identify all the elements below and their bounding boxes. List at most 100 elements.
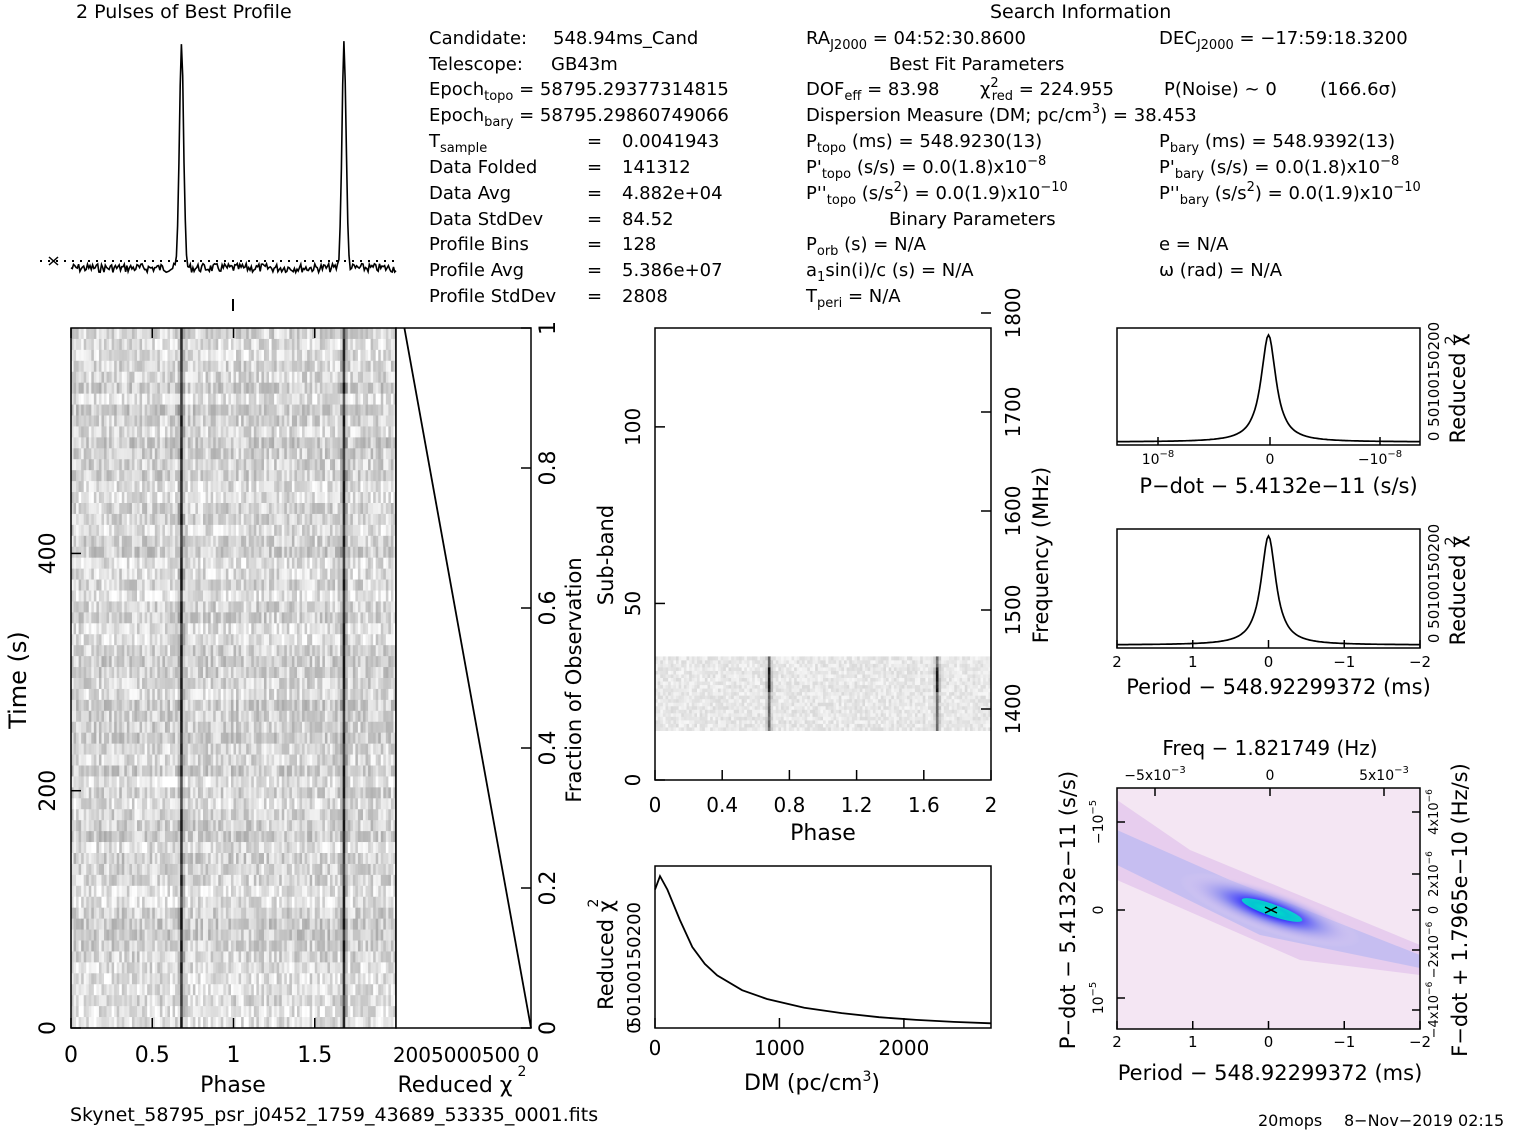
heatmap-cell xyxy=(164,721,168,734)
heatmap-cell xyxy=(337,426,341,438)
heatmap-cell xyxy=(238,448,242,460)
heatmap-cell xyxy=(104,404,107,416)
heatmap-cell xyxy=(332,623,336,635)
heatmap-cell xyxy=(126,601,130,613)
heatmap-cell xyxy=(263,338,267,351)
heatmap-cell xyxy=(190,557,194,570)
heatmap-cell xyxy=(251,688,255,701)
heatmap-cell xyxy=(241,360,245,373)
heatmap-cell xyxy=(243,667,247,679)
heatmap-cell xyxy=(137,470,140,482)
heatmap-cell xyxy=(355,721,359,734)
heatmap-cell xyxy=(383,328,387,340)
heatmap-cell xyxy=(241,667,245,679)
heatmap-cell xyxy=(365,634,369,646)
heatmap-cell xyxy=(236,688,239,701)
heatmap-cell xyxy=(159,568,163,580)
heatmap-cell xyxy=(304,437,308,449)
heatmap-cell xyxy=(332,612,336,624)
heatmap-cell xyxy=(98,524,102,537)
heatmap-cell xyxy=(263,328,267,340)
heatmap-cell xyxy=(147,623,151,635)
heatmap-cell xyxy=(370,513,374,526)
heatmap-cell xyxy=(73,328,77,340)
heatmap-cell xyxy=(322,404,326,416)
heatmap-cell xyxy=(289,459,293,471)
heatmap-cell xyxy=(286,404,290,416)
heatmap-cell xyxy=(284,623,288,635)
heatmap-cell xyxy=(223,470,227,482)
heatmap-cell xyxy=(203,349,206,362)
heatmap-cell xyxy=(263,732,267,745)
heatmap-cell xyxy=(342,667,346,679)
heatmap-cell xyxy=(83,667,87,679)
heatmap-cell xyxy=(337,459,341,471)
heatmap-cell xyxy=(159,612,163,624)
heatmap-cell xyxy=(299,382,303,395)
heatmap-cell xyxy=(284,579,288,591)
heatmap-cell xyxy=(197,492,201,504)
heatmap-cell xyxy=(375,678,379,690)
heatmap-cell xyxy=(332,503,336,515)
heatmap-cell xyxy=(314,404,318,416)
heatmap-cell xyxy=(319,590,323,602)
heatmap-cell xyxy=(340,645,344,657)
heatmap-cell xyxy=(365,710,369,723)
heatmap-cell xyxy=(271,678,275,690)
heatmap-cell xyxy=(380,382,384,395)
heatmap-cell xyxy=(337,546,341,559)
heatmap-cell xyxy=(284,481,288,493)
heatmap-cell xyxy=(86,678,90,690)
heatmap-cell xyxy=(139,667,143,679)
heatmap-cell xyxy=(129,557,133,570)
heatmap-cell xyxy=(375,579,379,591)
heatmap-cell xyxy=(225,546,229,559)
heatmap-cell xyxy=(96,557,100,570)
heatmap-cell xyxy=(126,470,130,482)
heatmap-cell xyxy=(96,437,100,449)
heatmap-cell xyxy=(91,338,95,351)
heatmap-cell xyxy=(281,513,285,526)
heatmap-cell xyxy=(312,426,316,438)
heatmap-cell xyxy=(362,503,366,515)
heatmap-cell xyxy=(71,535,74,548)
heatmap-cell xyxy=(139,590,143,602)
heatmap-cell xyxy=(142,481,146,493)
heatmap-cell xyxy=(276,535,280,548)
heatmap-cell xyxy=(327,601,331,613)
profile-line xyxy=(70,41,397,275)
heatmap-cell xyxy=(230,382,234,395)
heatmap-cell xyxy=(352,360,356,373)
heatmap-cell xyxy=(335,492,338,504)
heatmap-cell xyxy=(91,481,95,493)
heatmap-cell xyxy=(76,546,80,559)
heatmap-cell xyxy=(246,535,250,548)
heatmap-cell xyxy=(276,678,280,690)
heatmap-cell xyxy=(185,371,189,384)
heatmap-cell xyxy=(223,492,227,504)
heatmap-cell xyxy=(71,710,74,723)
heatmap-cell xyxy=(78,328,82,340)
heatmap-cell xyxy=(210,535,214,548)
heatmap-cell xyxy=(83,415,87,427)
heatmap-cell xyxy=(307,732,311,745)
heatmap-cell xyxy=(238,688,242,701)
heatmap-cell xyxy=(101,437,105,449)
heatmap-cell xyxy=(175,721,179,734)
heatmap-cell xyxy=(256,513,260,526)
heatmap-cell xyxy=(304,699,308,712)
heatmap-cell xyxy=(294,623,298,635)
heatmap-cell xyxy=(73,426,77,438)
heatmap-cell xyxy=(269,470,272,482)
heatmap-cell xyxy=(357,710,361,723)
heatmap-cell xyxy=(309,634,313,646)
heatmap-cell xyxy=(78,426,82,438)
heatmap-cell xyxy=(357,579,361,591)
heatmap-cell xyxy=(322,349,326,362)
heatmap-cell xyxy=(319,503,323,515)
heatmap-cell xyxy=(139,579,143,591)
heatmap-cell xyxy=(147,404,151,416)
heatmap-cell xyxy=(352,448,356,460)
heatmap-cell xyxy=(93,481,97,493)
heatmap-cell xyxy=(228,656,232,668)
